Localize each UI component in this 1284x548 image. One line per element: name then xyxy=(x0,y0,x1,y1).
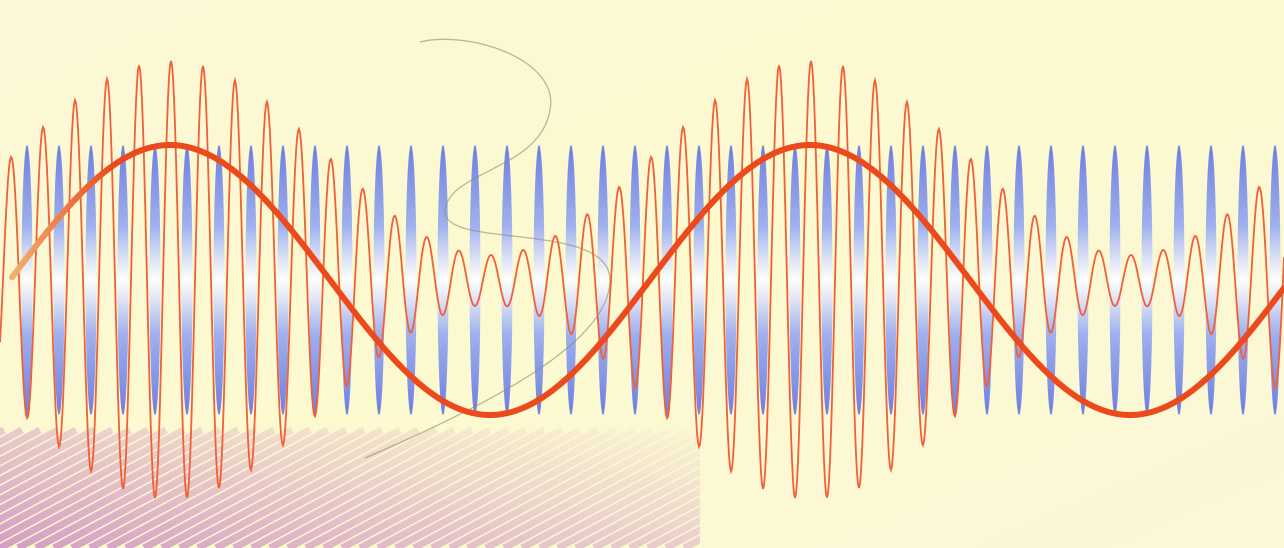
carrier-lobe xyxy=(214,145,225,415)
carrier-lobe xyxy=(182,145,193,415)
carrier-lobe xyxy=(598,145,609,415)
carrier-lobe xyxy=(822,145,833,415)
carrier-lobe xyxy=(342,145,353,415)
carrier-lobe xyxy=(918,145,929,415)
carrier-lobe xyxy=(278,145,289,415)
carrier-lobe xyxy=(758,145,769,415)
carrier-lobe xyxy=(534,145,545,415)
carrier-lobe xyxy=(854,145,865,415)
carrier-lobe xyxy=(118,145,129,415)
carrier-lobe xyxy=(54,145,65,415)
wave-illustration xyxy=(0,0,1284,548)
carrier-lobe xyxy=(790,145,801,415)
carrier-lobe xyxy=(374,145,385,415)
carrier-lobe xyxy=(502,145,513,415)
carrier-lobe xyxy=(982,145,993,415)
carrier-lobe xyxy=(694,145,705,415)
carrier-lobe xyxy=(1174,145,1185,415)
carrier-lobe xyxy=(470,145,481,415)
carrier-lobe xyxy=(630,145,641,415)
carrier-lobe xyxy=(438,145,449,415)
page: {} (() => { con xyxy=(0,0,1284,548)
carrier-lobe xyxy=(1270,145,1281,415)
carrier-lobe xyxy=(1110,145,1121,415)
carrier-lobe xyxy=(1238,145,1249,415)
carrier-lobe xyxy=(150,145,161,415)
carrier-lobe xyxy=(1014,145,1025,415)
carrier-lobe xyxy=(1078,145,1089,415)
carrier-lobe xyxy=(1142,145,1153,415)
